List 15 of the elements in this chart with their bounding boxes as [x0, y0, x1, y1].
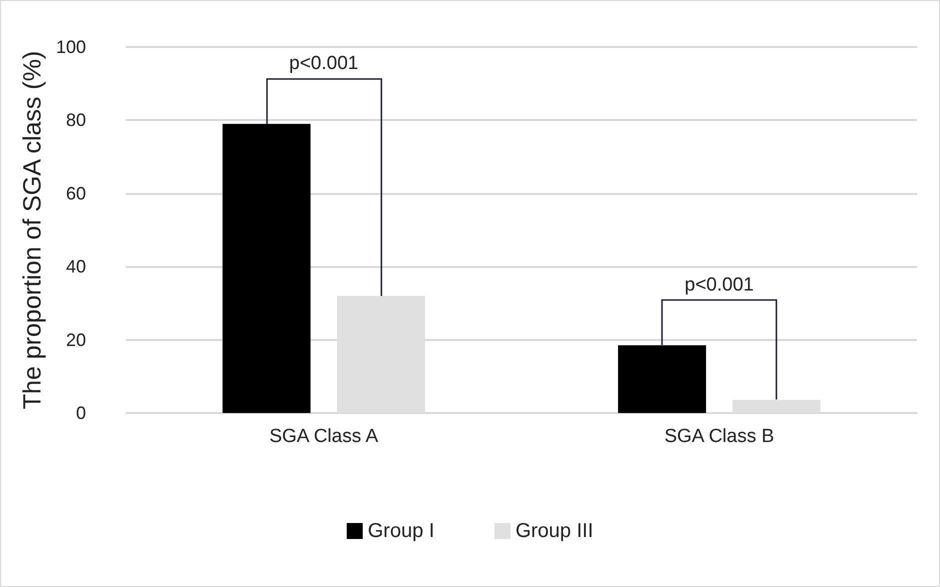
y-axis-title: The proportion of SGA class (%)	[18, 50, 47, 410]
y-tick-label: 80	[66, 110, 86, 130]
y-tick-label: 40	[66, 256, 86, 277]
legend-label: Group III	[515, 520, 594, 542]
annotation: p<0.001	[289, 52, 358, 74]
bar	[222, 124, 311, 413]
x-tick-label: SGA Class B	[664, 426, 774, 447]
bar	[618, 345, 706, 413]
x-tick-label: SGA Class A	[269, 426, 378, 447]
y-tick-label: 60	[66, 183, 86, 204]
legend-label: Group I	[368, 520, 434, 542]
annotation: p<0.001	[684, 274, 754, 296]
y-tick-label: 0	[76, 403, 86, 423]
y-tick-label: 20	[66, 330, 86, 350]
y-tick-label: 100	[56, 37, 86, 57]
